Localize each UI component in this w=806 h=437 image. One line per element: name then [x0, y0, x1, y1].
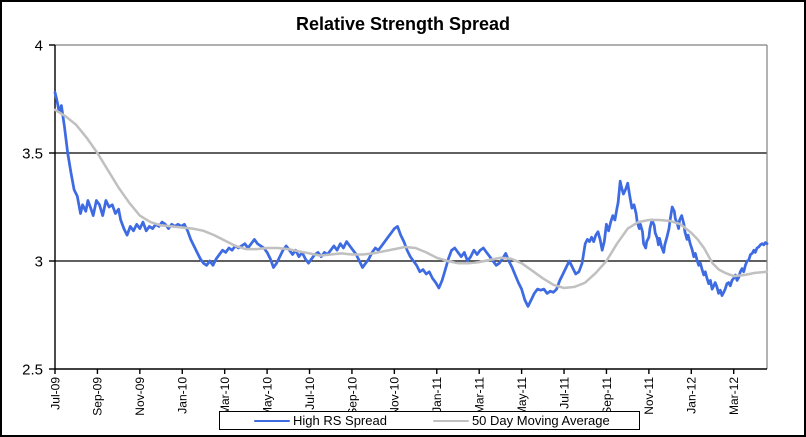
moving-average-line-sample [432, 419, 469, 422]
x-tick-label: May-11 [515, 377, 529, 416]
x-tick-label: Nov-09 [133, 377, 147, 416]
legend-item-50-day-moving-average: 50 Day Moving Average [432, 413, 610, 428]
legend-label-50-day-moving-average: 50 Day Moving Average [471, 413, 610, 428]
legend-item-high-rs-spread: High RS Spread [254, 413, 387, 428]
x-tick-label: Jan-11 [430, 377, 444, 413]
x-tick-label: Sep-11 [600, 377, 614, 415]
x-tick-label: Mar-12 [727, 377, 741, 415]
y-tick-label: 3 [35, 253, 43, 270]
x-tick-label: Mar-10 [218, 377, 232, 415]
x-tick-label: Sep-09 [91, 377, 105, 416]
x-tick-label: Jul-10 [303, 377, 317, 410]
y-tick-label: 3.5 [22, 145, 43, 162]
series-50-day-moving-average [53, 108, 769, 290]
y-tick-label: 4 [35, 37, 43, 54]
chart-title: Relative Strength Spread [295, 14, 511, 34]
x-tick-label: Mar-11 [473, 377, 487, 414]
x-tick-label: Nov-11 [642, 377, 656, 415]
x-tick-label: Jul-11 [557, 377, 571, 409]
y-tick-label: 2.5 [22, 361, 43, 378]
x-tick-label: Jan-12 [685, 377, 699, 414]
x-tick-label: May-10 [260, 377, 274, 417]
high-rs-spread-line-sample [254, 419, 290, 422]
x-tick-label: Nov-10 [388, 377, 402, 416]
legend: High RS Spread 50 Day Moving Average [219, 411, 640, 430]
legend-label-high-rs-spread: High RS Spread [293, 413, 387, 428]
series-high-rs-spread [53, 91, 769, 308]
x-tick-label: Jul-09 [48, 377, 62, 410]
x-tick-label: Jan-10 [176, 377, 190, 414]
x-tick-label: Sep-10 [345, 377, 359, 416]
